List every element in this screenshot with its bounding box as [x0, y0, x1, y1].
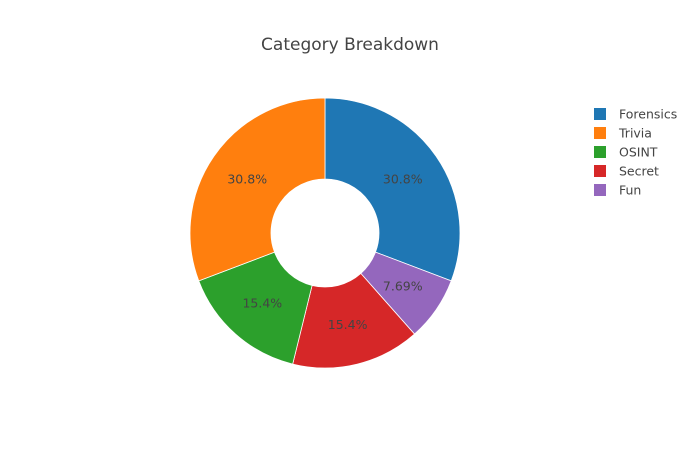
legend: Forensics Trivia OSINT Secret Fun	[594, 107, 677, 198]
legend-label-forensics: Forensics	[619, 107, 677, 122]
legend-label-secret: Secret	[619, 164, 659, 179]
chart-title: Category Breakdown	[261, 35, 439, 55]
slice-label-fun: 7.69%	[383, 279, 423, 294]
donut-slices	[189, 97, 461, 369]
slice-label-forensics: 30.8%	[383, 171, 423, 186]
legend-label-fun: Fun	[619, 183, 641, 198]
donut-slice-labels: 30.8% 7.69% 15.4% 15.4% 30.8%	[227, 171, 422, 331]
legend-item-secret[interactable]: Secret	[594, 164, 659, 179]
legend-item-osint[interactable]: OSINT	[594, 145, 658, 160]
slice-forensics[interactable]	[324, 97, 461, 282]
slice-label-osint: 15.4%	[242, 296, 282, 311]
slice-osint[interactable]	[198, 251, 313, 365]
legend-swatch-trivia	[594, 127, 606, 139]
legend-item-forensics[interactable]: Forensics	[594, 107, 677, 122]
slice-label-trivia: 30.8%	[227, 171, 267, 186]
slice-trivia[interactable]	[189, 97, 326, 282]
legend-label-trivia: Trivia	[618, 126, 652, 141]
legend-swatch-fun	[594, 184, 606, 196]
legend-swatch-secret	[594, 165, 606, 177]
legend-swatch-osint	[594, 146, 606, 158]
slice-secret[interactable]	[292, 272, 416, 369]
legend-swatch-forensics	[594, 108, 606, 120]
legend-item-fun[interactable]: Fun	[594, 183, 641, 198]
legend-item-trivia[interactable]: Trivia	[594, 126, 652, 141]
legend-label-osint: OSINT	[619, 145, 658, 160]
slice-label-secret: 15.4%	[328, 317, 368, 332]
